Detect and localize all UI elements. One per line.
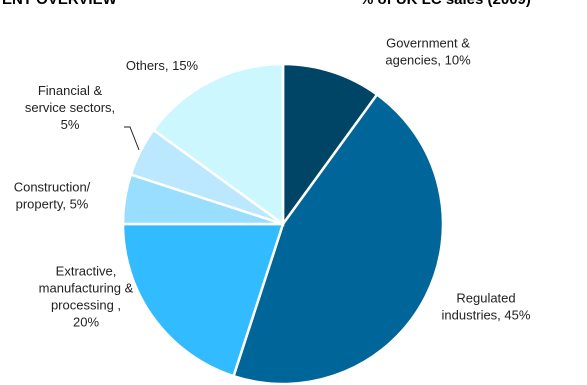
slice-label-construction-property: Construction/property, 5%	[14, 180, 91, 212]
pie-slice-regulated-industries	[231, 92, 445, 385]
leader-line-financial-service	[124, 126, 140, 151]
slice-label-regulated-industries: Regulated industries, 45%	[442, 291, 531, 323]
pie-slice-others	[151, 62, 285, 227]
slice-label-government-agencies: Government & agencies, 10%	[385, 36, 471, 68]
pie-slice-government-agencies	[281, 62, 379, 228]
header-right-title: % of UK LC sales (2009)	[360, 0, 531, 8]
header-left-title: ENT OVERVIEW	[2, 0, 117, 8]
slice-label-financial-service: Financial & service sectors, 5%	[25, 83, 115, 132]
slice-label-others: Others, 15%	[126, 58, 199, 73]
pie-slice-extractive-manufacturing	[121, 222, 285, 378]
slice-label-extractive-manufacturing: Extractive, manufacturing & processing , 20…	[39, 264, 134, 330]
